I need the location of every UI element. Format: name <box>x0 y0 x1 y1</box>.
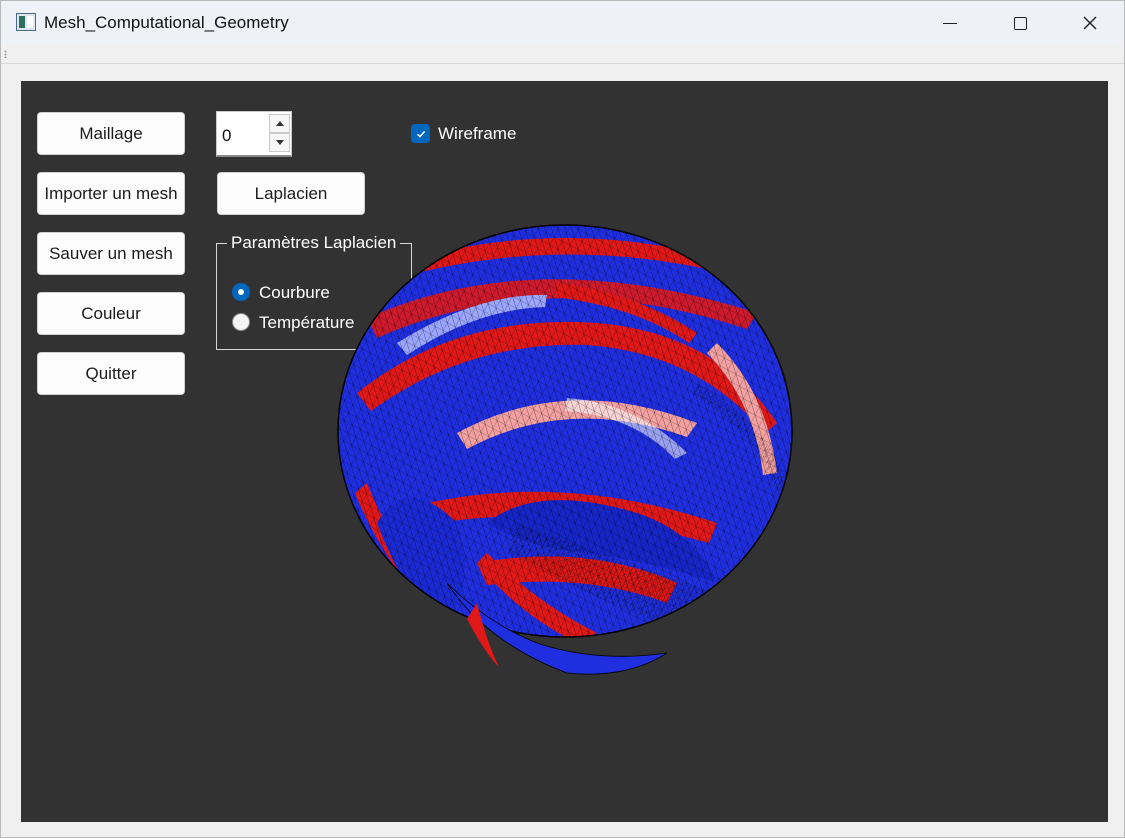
radio-courbure-label[interactable]: Courbure <box>259 283 330 302</box>
close-icon <box>1083 16 1097 30</box>
wireframe-label[interactable]: Wireframe <box>438 124 517 143</box>
spin-down-button[interactable] <box>269 133 290 152</box>
spin-up-button[interactable] <box>269 114 290 133</box>
laplacien-button[interactable]: Laplacien <box>217 172 365 215</box>
save-mesh-button[interactable]: Sauver un mesh <box>37 232 185 275</box>
iteration-spinbox[interactable]: 0 <box>216 111 292 157</box>
maillage-button[interactable]: Maillage <box>37 112 185 155</box>
quit-button[interactable]: Quitter <box>37 352 185 395</box>
radio-temperature-label[interactable]: Température <box>259 313 355 332</box>
arrow-down-icon <box>275 140 284 145</box>
laplacien-params-title: Paramètres Laplacien <box>227 233 401 253</box>
radio-dot-icon <box>238 289 244 295</box>
close-button[interactable] <box>1067 1 1113 45</box>
wireframe-checkbox[interactable] <box>411 124 430 143</box>
maximize-icon <box>1013 16 1027 30</box>
maximize-button[interactable] <box>997 1 1043 45</box>
app-icon <box>16 13 36 31</box>
radio-courbure[interactable] <box>232 283 250 301</box>
minimize-button[interactable] <box>927 1 973 45</box>
menu-bar <box>1 45 1124 64</box>
arrow-up-icon <box>275 121 284 126</box>
spinbox-value: 0 <box>222 126 232 145</box>
toolbar-grip-icon[interactable] <box>4 50 7 58</box>
check-icon <box>416 130 425 138</box>
title-bar[interactable]: Mesh_Computational_Geometry <box>1 1 1124 45</box>
radio-temperature[interactable] <box>232 313 250 331</box>
color-button[interactable]: Couleur <box>37 292 185 335</box>
minimize-icon <box>943 22 957 24</box>
import-mesh-button[interactable]: Importer un mesh <box>37 172 185 215</box>
mesh-render[interactable] <box>337 223 797 679</box>
window-title: Mesh_Computational_Geometry <box>44 13 289 32</box>
